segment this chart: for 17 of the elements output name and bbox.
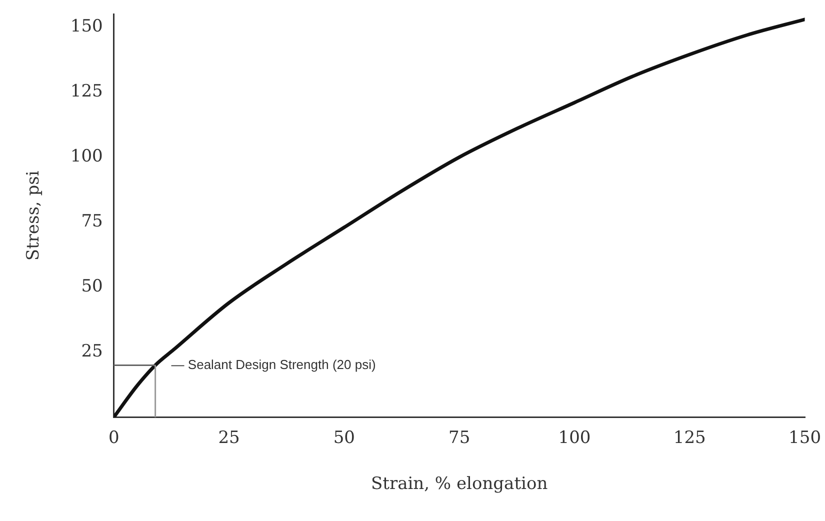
line-series: [114, 18, 805, 418]
y-tick-label: 125: [70, 82, 103, 102]
y-axis-title: Stress, psi: [24, 170, 44, 261]
y-tick-label: 150: [70, 16, 103, 37]
x-tick-label: 0: [108, 428, 120, 448]
y-tick-label: 75: [81, 212, 103, 232]
y-tick-label: 100: [70, 146, 103, 167]
x-tick-label: 100: [558, 428, 591, 448]
y-tick-label: 25: [81, 342, 103, 362]
x-tick-label: 125: [673, 428, 706, 448]
x-axis-title: Strain, % elongation: [370, 474, 548, 494]
x-tick-label: 75: [448, 428, 470, 448]
x-tick-label: 50: [333, 428, 355, 448]
ref-line-label: — Sealant Design Strength (20 psi): [171, 356, 376, 372]
x-tick-label: 150: [788, 428, 822, 448]
y-tick-label: 50: [81, 276, 103, 297]
x-tick-label: 25: [218, 428, 240, 448]
